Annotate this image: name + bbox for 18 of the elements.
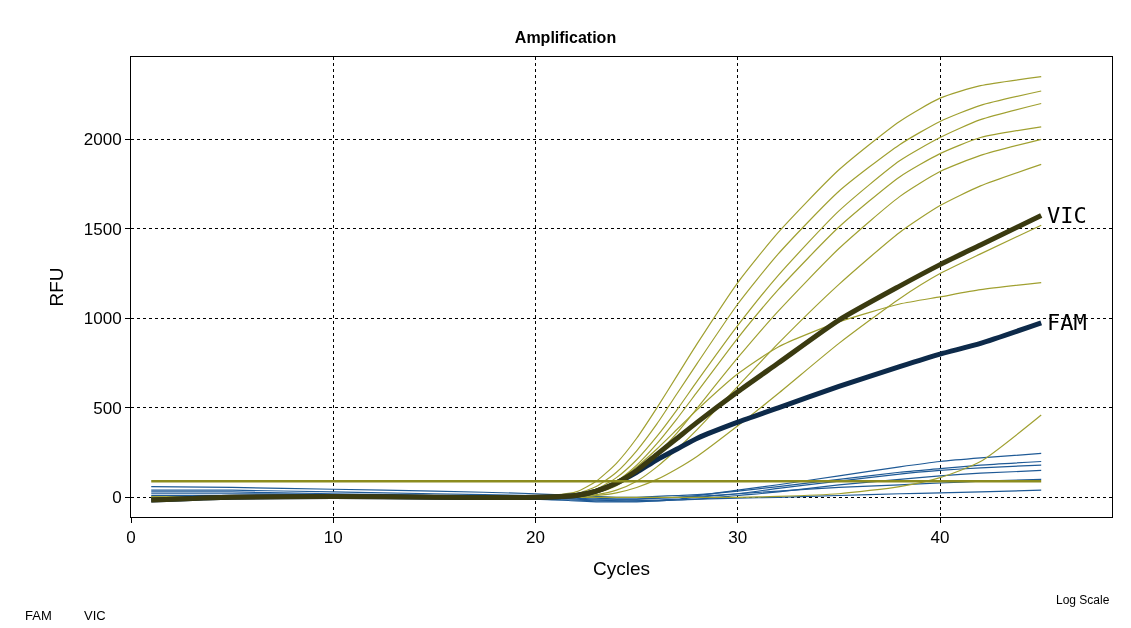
x-tick-label: 0 <box>126 528 136 548</box>
x-tick-label: 40 <box>930 528 950 548</box>
series-label: FAM <box>1047 310 1087 335</box>
text: Log Scale <box>1056 593 1110 607</box>
series-label: VIC <box>1047 203 1087 228</box>
y-tick-label: 1000 <box>83 309 122 329</box>
text: VIC <box>84 608 106 623</box>
y-tick-label: 500 <box>93 398 122 418</box>
chart-title: Amplification <box>514 28 617 46</box>
x-tick-label: 30 <box>728 528 748 548</box>
y-axis-title: RFU <box>45 267 67 307</box>
x-tick-label: 10 <box>323 528 343 548</box>
y-tick-label: 1500 <box>83 219 122 239</box>
y-tick-label: 2000 <box>83 130 122 150</box>
x-axis-title: Cycles <box>592 558 651 580</box>
y-tick-label: 0 <box>112 488 122 508</box>
x-tick-label: 20 <box>526 528 545 548</box>
text: FAM <box>25 608 52 623</box>
